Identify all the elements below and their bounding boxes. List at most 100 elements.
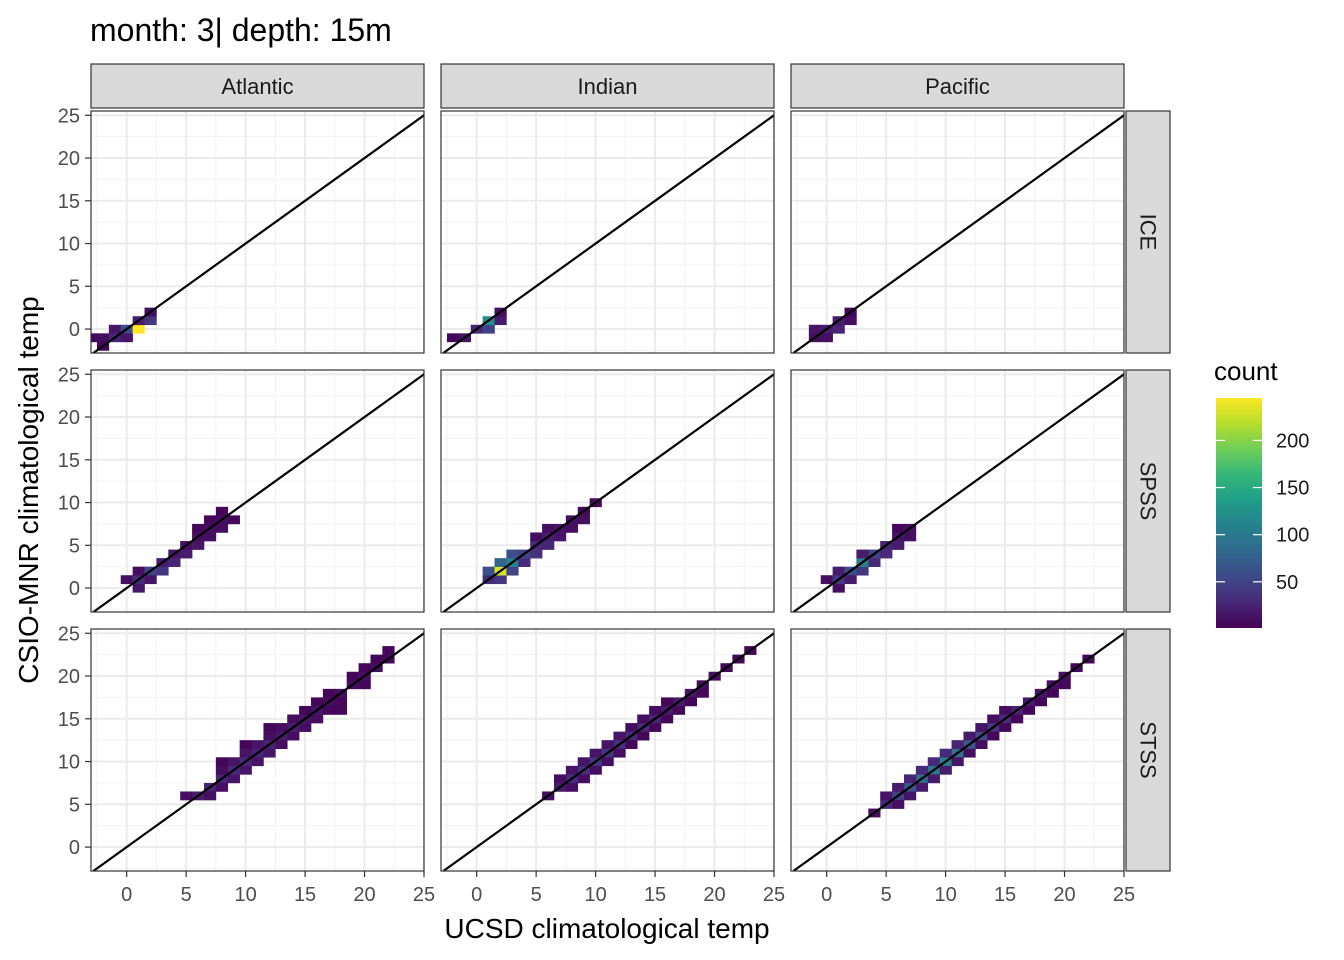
y-tick-label: 10 bbox=[58, 752, 80, 774]
heatmap-bin bbox=[263, 723, 276, 732]
heatmap-bin bbox=[299, 705, 312, 715]
heatmap-bin bbox=[649, 723, 662, 732]
x-tick-label: 5 bbox=[881, 884, 892, 906]
heatmap-bin bbox=[144, 575, 157, 585]
panel-atlantic-spss bbox=[90, 369, 425, 613]
y-tick-label: 5 bbox=[69, 794, 80, 816]
heatmap-bin bbox=[287, 714, 300, 724]
heatmap-bin bbox=[215, 757, 229, 767]
panel-border bbox=[790, 110, 1125, 354]
heatmap-bin bbox=[358, 663, 371, 673]
row-strip-label: STSS bbox=[1136, 721, 1161, 778]
x-tick-label: 20 bbox=[353, 884, 375, 906]
heatmap-bin bbox=[542, 523, 555, 533]
heatmap-bin bbox=[601, 757, 614, 767]
heatmap-bin bbox=[565, 782, 579, 792]
reference-line bbox=[792, 114, 1124, 353]
heatmap-bin bbox=[844, 575, 857, 585]
legend-label: 150 bbox=[1276, 478, 1309, 500]
reference-line bbox=[92, 632, 424, 871]
heatmap-bin bbox=[820, 575, 833, 585]
heatmap-bin bbox=[227, 774, 240, 784]
heatmap-bin bbox=[696, 688, 709, 698]
panel-indian-spss bbox=[440, 369, 775, 613]
panel-border bbox=[90, 628, 425, 872]
heatmap-bin bbox=[251, 757, 264, 767]
panel-pacific-spss bbox=[790, 369, 1125, 613]
y-tick-label: 15 bbox=[58, 450, 80, 472]
x-tick-label: 0 bbox=[121, 884, 132, 906]
x-tick-label: 25 bbox=[1113, 884, 1135, 906]
heatmap-bin bbox=[832, 324, 845, 334]
panel-atlantic-stss bbox=[90, 628, 425, 872]
column-strip-label: Pacific bbox=[925, 74, 990, 99]
heatmap-bin bbox=[684, 697, 697, 707]
panel-atlantic-ice bbox=[90, 110, 425, 354]
strip-background bbox=[790, 63, 1125, 109]
heatmap-bin bbox=[613, 748, 626, 758]
heatmap-bin bbox=[553, 774, 567, 784]
reference-line bbox=[92, 114, 424, 353]
y-tick-label: 15 bbox=[58, 191, 80, 213]
heatmap-bin bbox=[868, 558, 881, 567]
heatmap-bin bbox=[832, 583, 845, 593]
heatmap-bin bbox=[625, 740, 638, 750]
heatmap-bin bbox=[987, 714, 1000, 724]
heatmap-bin bbox=[239, 748, 252, 758]
strip-pacific: Pacific bbox=[790, 63, 1125, 109]
x-tick-label: 10 bbox=[234, 884, 256, 906]
heatmap-bin bbox=[892, 782, 905, 792]
y-tick-label: 0 bbox=[69, 837, 80, 859]
heatmap-bin bbox=[565, 523, 579, 533]
heatmap-bin bbox=[518, 558, 531, 567]
panels bbox=[90, 110, 1125, 872]
x-tick-label: 10 bbox=[934, 884, 956, 906]
heatmap-bin bbox=[1011, 714, 1024, 724]
panel-border bbox=[790, 369, 1125, 613]
heatmap-bin bbox=[180, 549, 193, 559]
heatmap-bin bbox=[915, 782, 929, 792]
reference-line bbox=[92, 373, 424, 612]
panel-pacific-ice bbox=[790, 110, 1125, 354]
x-tick-label: 15 bbox=[294, 884, 316, 906]
heatmap-bin bbox=[1046, 688, 1059, 698]
row-strip-label: ICE bbox=[1136, 214, 1161, 251]
x-tick-label: 20 bbox=[1053, 884, 1075, 906]
heatmap-bin bbox=[192, 541, 205, 550]
heatmap-bin bbox=[637, 714, 650, 724]
heatmap-bin bbox=[927, 757, 940, 767]
legend-colorbar bbox=[1216, 398, 1262, 628]
strip-atlantic: Atlantic bbox=[90, 63, 425, 109]
strip-background bbox=[1125, 628, 1171, 872]
heatmap-bin bbox=[287, 731, 300, 741]
x-tick-label: 10 bbox=[584, 884, 606, 906]
heatmap-bin bbox=[975, 740, 988, 750]
strip-stss: STSS bbox=[1125, 628, 1171, 872]
heatmap-bin bbox=[975, 723, 988, 732]
heatmap-bin bbox=[939, 748, 952, 758]
heatmap-bin bbox=[346, 671, 359, 681]
panel-border bbox=[440, 369, 775, 613]
heatmap-bin bbox=[963, 731, 976, 741]
heatmap-bin bbox=[227, 515, 240, 525]
heatmap-bin bbox=[215, 523, 229, 533]
heatmap-bin bbox=[132, 583, 145, 593]
heatmap-bin bbox=[370, 654, 383, 664]
heatmap-bin bbox=[553, 532, 567, 542]
heatmap-bin bbox=[311, 714, 324, 724]
heatmap-bin bbox=[589, 748, 602, 758]
panel-border bbox=[90, 110, 425, 354]
panel-border bbox=[790, 628, 1125, 872]
y-tick-label: 5 bbox=[69, 276, 80, 298]
reference-line bbox=[442, 373, 774, 612]
heatmap-bin bbox=[334, 705, 347, 715]
facet-strips: Atlantic Indian Pacific ICE SPSS STSS bbox=[90, 63, 1171, 872]
heatmap-bin bbox=[927, 774, 940, 784]
heatmap-bin bbox=[382, 646, 395, 655]
heatmap-bin bbox=[903, 774, 917, 784]
heatmap-bin bbox=[903, 791, 917, 801]
reference-line bbox=[442, 114, 774, 353]
x-tick-label: 15 bbox=[644, 884, 666, 906]
heatmap-bin bbox=[565, 765, 579, 775]
legend-label: 100 bbox=[1276, 525, 1309, 547]
